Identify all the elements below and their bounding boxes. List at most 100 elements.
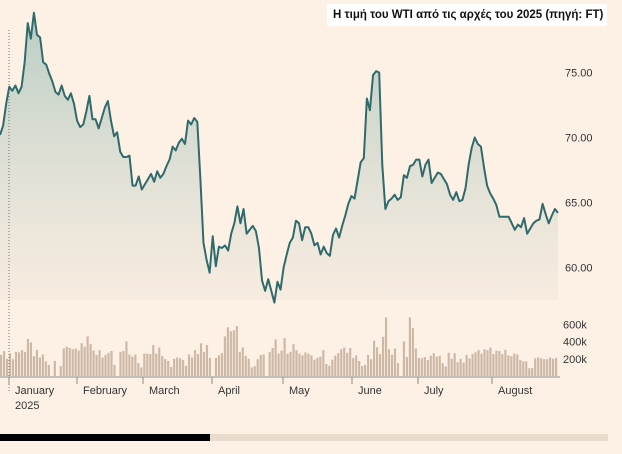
volume-bar bbox=[271, 348, 274, 376]
volume-bar bbox=[161, 356, 164, 376]
volume-bar bbox=[235, 326, 238, 376]
x-tick-label: January bbox=[15, 385, 55, 397]
scrollbar-thumb[interactable] bbox=[0, 434, 210, 441]
volume-bar bbox=[134, 354, 137, 376]
volume-bar bbox=[462, 362, 465, 376]
volume-bar bbox=[393, 348, 397, 376]
volume-bar bbox=[522, 361, 525, 376]
volume-bar bbox=[38, 357, 41, 376]
volume-bar bbox=[537, 357, 540, 376]
volume-bars-layer bbox=[0, 317, 558, 376]
volume-bar bbox=[402, 341, 406, 376]
volume-bar bbox=[298, 353, 301, 376]
volume-bar bbox=[370, 359, 373, 376]
volume-bar bbox=[14, 351, 18, 376]
volume-bar bbox=[334, 355, 337, 376]
volume-bar bbox=[405, 357, 408, 376]
chart-title: Η τιμή του WTI από τις αρχές του 2025 (π… bbox=[327, 4, 607, 26]
volume-bar bbox=[125, 341, 128, 376]
volume-bar bbox=[44, 361, 47, 376]
volume-bar bbox=[378, 354, 382, 376]
volume-bar bbox=[417, 357, 420, 376]
volume-bar bbox=[546, 359, 549, 376]
volume-bar bbox=[322, 350, 325, 376]
volume-bar bbox=[17, 352, 21, 376]
x-tick-label: April bbox=[218, 385, 240, 397]
volume-bar bbox=[411, 328, 414, 376]
volume-bar bbox=[468, 358, 471, 376]
volume-bar bbox=[384, 317, 388, 376]
volume-bar bbox=[113, 364, 116, 376]
volume-bar bbox=[74, 348, 77, 376]
volume-bar bbox=[310, 355, 313, 376]
volume-bar bbox=[420, 358, 423, 376]
volume-bar bbox=[244, 355, 247, 376]
axis-layer: January February March April May June July Augu… bbox=[0, 30, 593, 412]
volume-bar bbox=[167, 360, 170, 376]
volume-bar bbox=[343, 347, 346, 376]
volume-bar bbox=[196, 354, 200, 376]
volume-bar bbox=[26, 338, 30, 376]
volume-bar bbox=[331, 359, 334, 376]
volume-bar bbox=[501, 354, 504, 376]
volume-bar bbox=[492, 354, 495, 376]
volume-bar bbox=[528, 368, 531, 376]
volume-bar bbox=[358, 360, 361, 376]
volume-bar bbox=[507, 355, 510, 376]
volume-bar bbox=[367, 354, 370, 376]
price-area-layer bbox=[0, 12, 558, 303]
volume-bar bbox=[149, 354, 152, 376]
volume-bar bbox=[510, 356, 513, 376]
volume-bar bbox=[316, 357, 319, 376]
volume-bar bbox=[8, 353, 12, 376]
y-tick-label: 75.00 bbox=[565, 68, 593, 80]
volume-bar bbox=[504, 349, 507, 376]
volume-bar bbox=[423, 357, 426, 376]
volume-bar bbox=[313, 359, 316, 376]
volume-bar bbox=[65, 346, 68, 376]
volume-bar bbox=[107, 352, 110, 376]
volume-bar bbox=[199, 343, 203, 376]
volume-bar bbox=[143, 353, 146, 376]
x-tick-label: June bbox=[358, 385, 382, 397]
volume-bar bbox=[355, 355, 358, 376]
volume-bar bbox=[435, 356, 438, 376]
volume-bar bbox=[226, 327, 229, 376]
volume-bar bbox=[408, 317, 411, 376]
volume-bar bbox=[292, 344, 295, 376]
volume-bar bbox=[158, 347, 161, 376]
volume-bar bbox=[29, 342, 33, 376]
volume-bar bbox=[540, 358, 543, 376]
volume-bar bbox=[429, 355, 432, 376]
volume-bar bbox=[32, 356, 35, 376]
volume-bar bbox=[205, 344, 209, 376]
volume-bar bbox=[62, 348, 65, 376]
price-area bbox=[0, 12, 558, 303]
volume-bar bbox=[480, 353, 483, 376]
volume-bar bbox=[486, 350, 489, 376]
volume-bar bbox=[447, 352, 450, 376]
volume-bar bbox=[137, 363, 140, 376]
volume-bar bbox=[552, 358, 555, 376]
volume-bar bbox=[489, 347, 492, 376]
volume-bar bbox=[268, 351, 271, 376]
volume-bar bbox=[256, 359, 259, 376]
volume-bar bbox=[349, 348, 352, 376]
volume-bar bbox=[250, 367, 253, 376]
volume-bar bbox=[208, 357, 212, 376]
volume-bar bbox=[41, 354, 44, 376]
volume-bar bbox=[295, 350, 298, 376]
volume-bar bbox=[68, 348, 71, 376]
scrollbar-track[interactable] bbox=[0, 434, 608, 441]
volume-bar bbox=[238, 351, 241, 376]
volume-bar bbox=[241, 347, 244, 376]
volume-bar bbox=[346, 352, 349, 376]
volume-bar bbox=[89, 344, 92, 376]
volume-bar bbox=[140, 367, 143, 376]
volume-bar bbox=[364, 364, 367, 376]
volume-bar bbox=[474, 352, 477, 376]
volume-bar bbox=[459, 358, 462, 376]
volume-bar bbox=[274, 339, 277, 376]
x-tick-label: March bbox=[149, 385, 180, 397]
